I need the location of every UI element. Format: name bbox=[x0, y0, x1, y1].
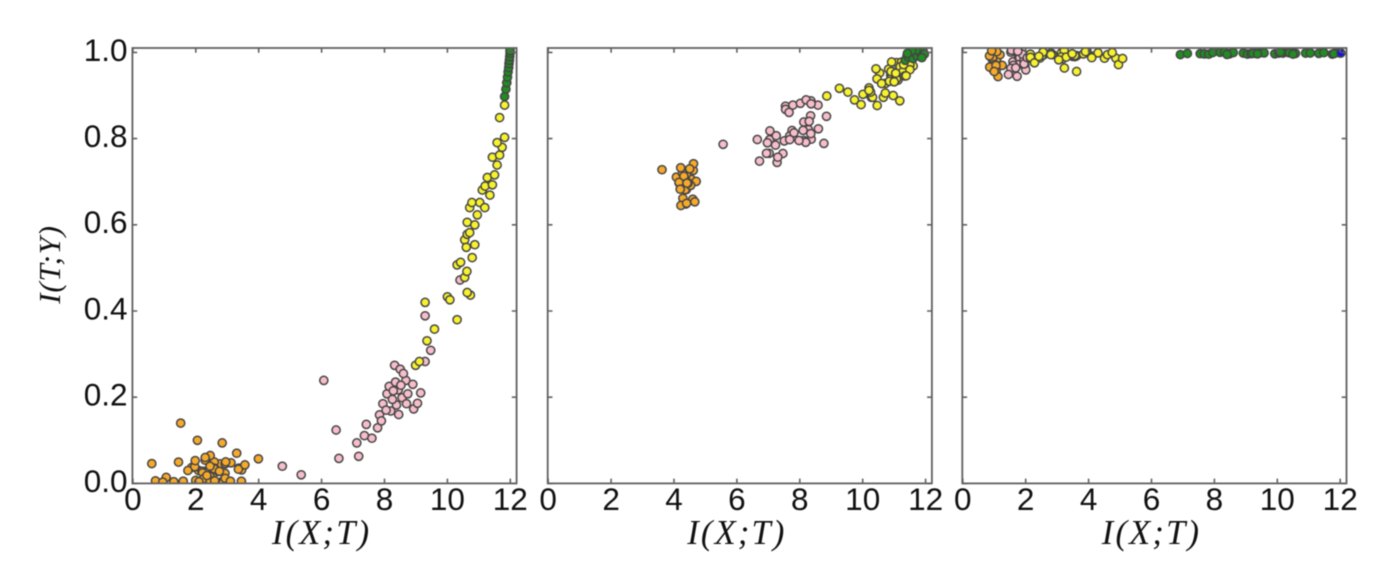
svg-text:2: 2 bbox=[602, 481, 620, 517]
svg-text:10: 10 bbox=[845, 481, 880, 517]
svg-text:0: 0 bbox=[124, 481, 142, 517]
svg-text:6: 6 bbox=[313, 481, 331, 517]
svg-text:8: 8 bbox=[791, 481, 809, 517]
svg-text:I(X;T): I(X;T) bbox=[271, 514, 371, 552]
svg-text:6: 6 bbox=[728, 481, 746, 517]
svg-text:0.4: 0.4 bbox=[84, 290, 128, 326]
svg-text:10: 10 bbox=[1260, 481, 1295, 517]
svg-text:2: 2 bbox=[1017, 481, 1035, 517]
svg-text:4: 4 bbox=[665, 481, 683, 517]
svg-text:2: 2 bbox=[187, 481, 205, 517]
svg-text:8: 8 bbox=[1206, 481, 1224, 517]
svg-text:12: 12 bbox=[493, 481, 528, 517]
svg-text:12: 12 bbox=[1323, 481, 1358, 517]
svg-text:0.2: 0.2 bbox=[84, 377, 128, 413]
svg-text:0.8: 0.8 bbox=[84, 118, 128, 154]
svg-text:4: 4 bbox=[1080, 481, 1098, 517]
svg-text:0.6: 0.6 bbox=[84, 204, 128, 240]
svg-text:I(X;T): I(X;T) bbox=[686, 514, 786, 552]
svg-text:0.0: 0.0 bbox=[84, 463, 128, 499]
svg-text:1.0: 1.0 bbox=[84, 32, 128, 68]
svg-text:I(T;Y): I(T;Y) bbox=[32, 225, 67, 305]
svg-text:4: 4 bbox=[250, 481, 268, 517]
svg-text:6: 6 bbox=[1143, 481, 1161, 517]
svg-text:I(X;T): I(X;T) bbox=[1101, 514, 1201, 552]
svg-text:0: 0 bbox=[539, 481, 557, 517]
svg-text:0: 0 bbox=[954, 481, 972, 517]
svg-text:8: 8 bbox=[376, 481, 394, 517]
svg-text:10: 10 bbox=[430, 481, 465, 517]
svg-text:12: 12 bbox=[908, 481, 943, 517]
